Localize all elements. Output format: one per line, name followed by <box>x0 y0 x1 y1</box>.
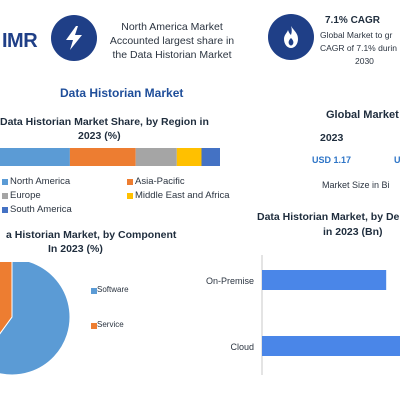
legend-swatch-north-america <box>2 179 8 185</box>
region-segment-asia-pacific <box>69 148 136 166</box>
legend-service: Service <box>97 320 124 329</box>
legend-asia-pacific: Asia-Pacific <box>135 176 185 187</box>
logo: IMR <box>0 20 40 60</box>
deployment-bar-on-premise <box>262 270 387 290</box>
legend-south-america: South America <box>10 204 72 215</box>
region-segment-south-america <box>201 148 220 166</box>
global-market-year: 2023 <box>320 132 344 144</box>
flame-icon <box>268 14 314 60</box>
deployment-label-on-premise: On-Premise <box>206 276 254 286</box>
lightning-icon <box>51 15 97 61</box>
region-chart-title-line1: Data Historian Market Share, by Region i… <box>0 116 209 128</box>
legend-swatch-south-america <box>2 207 8 213</box>
region-stacked-bar <box>0 148 220 166</box>
region-segment-europe <box>135 148 177 166</box>
component-chart-title-line2: In 2023 (%) <box>48 243 103 255</box>
market-size-label: Market Size in Bi <box>322 180 390 190</box>
region-chart-title-line2: 2023 (%) <box>78 130 121 142</box>
market-value-2023: USD 1.17 <box>312 155 352 165</box>
global-market-title: Global Market <box>326 109 399 121</box>
north-america-share-text: North America Market Accounted largest s… <box>109 21 235 61</box>
deployment-bar-chart: On-Premise Cloud <box>206 255 400 375</box>
legend-swatch-mea <box>127 193 133 199</box>
legend-software: Software <box>97 285 129 294</box>
logo-text: IMR <box>2 30 38 52</box>
cagr-title: 7.1% CAGR <box>325 15 381 26</box>
component-chart-title-line1: a Historian Market, by Component <box>6 229 177 241</box>
deployment-label-cloud: Cloud <box>230 342 254 352</box>
legend-mea: Middle East and Africa <box>135 190 230 201</box>
cagr-line-3: 2030 <box>355 56 374 66</box>
legend-swatch-service <box>91 323 97 329</box>
market-value-next: U <box>394 155 400 165</box>
region-segment-middle-east-and-africa <box>176 148 202 166</box>
main-title: Data Historian Market <box>60 86 184 100</box>
region-segment-north-america <box>0 148 70 166</box>
deployment-bar-cloud <box>262 336 400 356</box>
pie-slice-software <box>0 262 71 376</box>
pie-slice-service <box>0 262 13 335</box>
legend-north-america: North America <box>10 176 71 187</box>
component-pie-chart <box>0 262 71 376</box>
legend-swatch-asia-pacific <box>127 179 133 185</box>
cagr-line-2: CAGR of 7.1% durin <box>320 43 398 53</box>
legend-swatch-europe <box>2 193 8 199</box>
deployment-chart-title-line2: in 2023 (Bn) <box>323 226 383 238</box>
legend-swatch-software <box>91 288 97 294</box>
deployment-chart-title-line1: Data Historian Market, by De <box>257 211 400 223</box>
cagr-line-1: Global Market to gr <box>320 30 393 40</box>
legend-europe: Europe <box>10 190 41 201</box>
